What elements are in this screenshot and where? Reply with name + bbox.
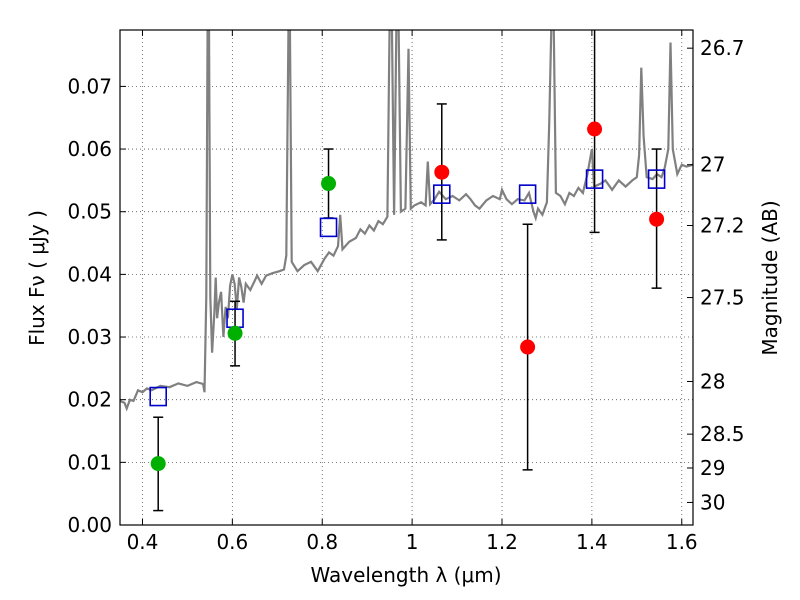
y-tick-label: 0.02 (67, 388, 112, 412)
observed-flux-point (321, 176, 337, 192)
axis-ticks (120, 30, 693, 526)
right-tick-label: 27.5 (700, 286, 745, 310)
y-tick-label: 0.03 (67, 325, 112, 349)
y-tick-label: 0.06 (67, 137, 112, 161)
tick-labels: 0.4 0.6 0.8 1 1.2 1.4 1.6 0.00 0.01 0.02 0.03 0.04 0… (67, 36, 744, 554)
y-axis-label: Flux Fν ( μJy ) (25, 210, 49, 346)
y-tick-label: 0.07 (67, 74, 112, 98)
right-tick-label: 27.2 (700, 213, 745, 237)
y-tick-label: 0.04 (67, 262, 112, 286)
right-tick-label: 28 (700, 370, 725, 394)
observed-flux-point (150, 456, 166, 472)
model-flux-square (585, 169, 604, 189)
grid-lines (120, 30, 693, 526)
y-axis-label-right: Magnitude (AB) (758, 200, 782, 355)
x-tick-label: 1.4 (576, 530, 608, 554)
template-spectrum-line (120, 30, 693, 412)
model-flux-square (518, 184, 537, 204)
x-tick-label: 0.6 (216, 530, 248, 554)
observed-flux-point (227, 325, 243, 341)
x-axis-label: Wavelength λ (μm) (310, 563, 501, 587)
series-layer (120, 30, 693, 512)
right-tick-label: 27 (700, 153, 725, 177)
model-flux-square (432, 184, 451, 204)
right-tick-label: 28.5 (700, 422, 745, 446)
model-flux-square (149, 386, 167, 407)
right-tick-label: 26.7 (700, 36, 745, 60)
model-flux-square (319, 217, 338, 238)
x-tick-label: 1.2 (486, 530, 518, 554)
y-tick-label: 0.00 (67, 513, 112, 537)
observed-flux-point (649, 211, 665, 227)
y-tick-label: 0.01 (67, 450, 112, 474)
x-tick-label: 1.6 (666, 530, 698, 554)
model-flux-square (647, 169, 666, 189)
observed-flux-point (520, 339, 536, 355)
observed-flux-point (587, 121, 603, 137)
x-tick-label: 0.4 (127, 530, 159, 554)
right-tick-label: 29 (700, 456, 725, 480)
observed-flux-point (434, 164, 450, 180)
y-tick-label: 0.05 (67, 200, 112, 224)
plot-frame (119, 29, 694, 526)
x-tick-label: 0.8 (306, 530, 338, 554)
x-tick-label: 1 (406, 530, 419, 554)
right-tick-label: 30 (700, 490, 725, 514)
